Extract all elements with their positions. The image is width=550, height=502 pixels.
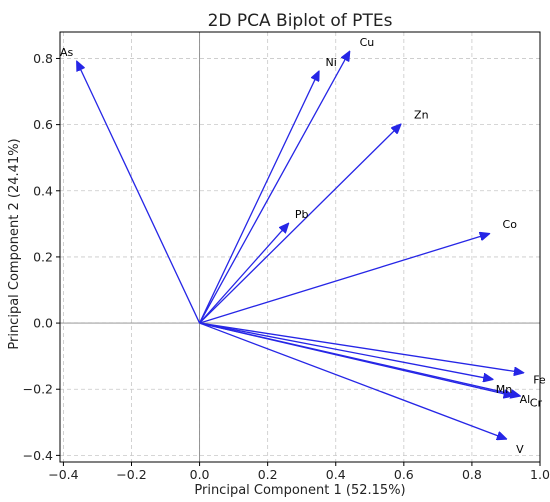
x-tick-label: −0.2 (116, 467, 146, 482)
y-tick-label: 0.6 (33, 117, 53, 132)
x-tick-label: 0.2 (258, 467, 278, 482)
x-tick-label: 0.4 (326, 467, 346, 482)
axis-ticks: −0.4 −0.2 0.0 0.2 0.4 0.6 0.8 1.0 −0.4 −0.2 0.0 0.2… (23, 51, 550, 482)
grid (60, 32, 541, 462)
x-tick-label: 0.0 (190, 467, 210, 482)
vector-fe (199, 322, 523, 373)
vector-v (199, 322, 506, 439)
y-tick-label: −0.4 (23, 448, 53, 463)
vector-label-v: V (516, 443, 524, 456)
x-tick-label: −0.4 (48, 467, 78, 482)
x-tick-label: 1.0 (530, 467, 550, 482)
y-tick-label: −0.2 (23, 382, 53, 397)
vector-label-mn: Mn (496, 383, 512, 396)
vector-label-zn: Zn (414, 109, 429, 122)
vector-co (199, 234, 489, 324)
vector-label-co: Co (503, 218, 518, 231)
vector-mn (199, 322, 493, 379)
x-tick-label: 0.6 (394, 467, 414, 482)
vector-label-as: As (60, 46, 74, 59)
vector-cr (199, 322, 520, 396)
vector-label-cu: Cu (360, 36, 375, 49)
vector-zn (199, 125, 401, 324)
x-tick-label: 0.8 (462, 467, 482, 482)
chart-title: 2D PCA Biplot of PTEs (208, 11, 393, 31)
loading-vectors (77, 52, 523, 439)
vector-pb (199, 224, 289, 324)
vector-as (77, 62, 201, 324)
vector-cu (199, 52, 350, 324)
y-axis-label: Principal Component 2 (24.41%) (7, 138, 22, 349)
plot-frame (59, 31, 541, 463)
vector-label-cr: Cr (530, 396, 543, 409)
y-tick-label: 0.2 (33, 249, 53, 264)
y-tick-label: 0.0 (33, 316, 53, 331)
x-axis-label: Principal Component 1 (52.15%) (194, 483, 405, 498)
vector-label-al: Al (520, 393, 531, 406)
zero-lines (60, 32, 540, 462)
vector-ni (198, 72, 319, 324)
y-tick-label: 0.4 (33, 183, 53, 198)
vector-label-pb: Pb (295, 208, 309, 221)
vector-label-ni: Ni (326, 56, 337, 69)
y-tick-label: 0.8 (33, 51, 53, 66)
